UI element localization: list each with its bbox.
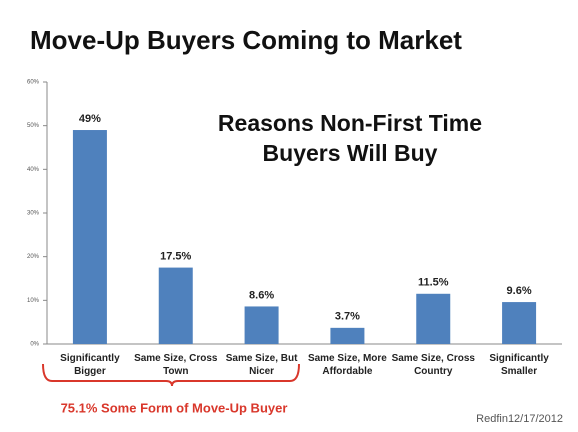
bar	[416, 293, 451, 344]
y-tick-label: 20%	[27, 254, 40, 260]
y-tick-label: 60%	[27, 80, 40, 86]
value-label: 3.7%	[335, 311, 360, 323]
x-tick-label: Significantly Smaller	[489, 353, 549, 377]
value-label: 9.6%	[507, 285, 532, 297]
chart-subtitle: Reasons Non-First Time Buyers Will Buy	[217, 110, 483, 166]
bar	[158, 267, 193, 344]
bar	[72, 130, 107, 344]
y-tick-label: 0%	[30, 342, 39, 348]
y-tick-label: 30%	[27, 211, 40, 217]
x-tick-label: Same Size, But Nicer	[225, 353, 298, 377]
value-label: 11.5%	[418, 277, 449, 289]
chart-title: Move-Up Buyers Coming to Market	[30, 25, 462, 55]
y-tick-label: 10%	[27, 298, 40, 304]
x-tick-label: Same Size, Cross Town	[134, 353, 218, 377]
bar	[244, 306, 279, 344]
source: Redfin12/17/2012	[476, 413, 563, 425]
value-label: 8.6%	[249, 289, 274, 301]
x-tick-label: Same Size, More Affordable	[307, 353, 387, 377]
annotation: 75.1% Some Form of Move-Up Buyer	[61, 400, 288, 415]
y-tick-label: 40%	[27, 167, 40, 173]
bar	[330, 327, 365, 344]
x-tick-label: Significantly Bigger	[60, 353, 120, 377]
y-tick-label: 50%	[27, 123, 40, 129]
x-tick-label: Same Size, Cross Country	[391, 353, 475, 377]
bracket	[42, 363, 300, 387]
value-label: 17.5%	[160, 250, 191, 262]
bar	[502, 302, 537, 344]
value-label: 49%	[79, 113, 101, 125]
